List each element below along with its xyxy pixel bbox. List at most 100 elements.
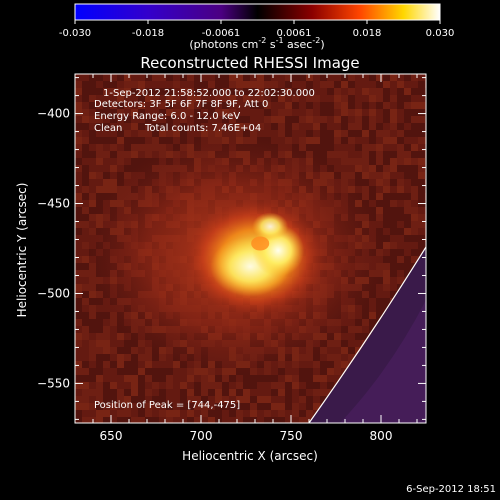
texture-cell [313,144,320,151]
texture-cell [117,123,124,130]
texture-cell [187,396,194,403]
texture-cell [82,410,89,417]
texture-cell [355,109,362,116]
texture-cell [75,333,82,340]
texture-cell [376,186,383,193]
texture-cell [299,375,306,382]
texture-cell [215,102,222,109]
texture-cell [201,382,208,389]
texture-cell [306,130,313,137]
texture-cell [82,403,89,410]
texture-cell [124,88,131,95]
texture-cell [194,368,201,375]
texture-cell [257,389,264,396]
texture-cell [152,361,159,368]
texture-cell [201,375,208,382]
texture-cell [159,396,166,403]
texture-cell [397,165,404,172]
texture-cell [285,137,292,144]
texture-cell [131,144,138,151]
texture-cell [236,375,243,382]
texture-cell [124,361,131,368]
texture-cell [229,116,236,123]
texture-cell [173,396,180,403]
texture-cell [89,214,96,221]
texture-cell [103,403,110,410]
texture-cell [411,214,418,221]
texture-cell [411,165,418,172]
texture-cell [229,382,236,389]
texture-cell [89,172,96,179]
texture-cell [215,403,222,410]
texture-cell [89,361,96,368]
texture-cell [243,403,250,410]
texture-cell [187,375,194,382]
texture-cell [397,270,404,277]
texture-cell [215,116,222,123]
texture-cell [96,410,103,417]
texture-cell [103,354,110,361]
texture-cell [397,74,404,81]
texture-cell [145,417,152,423]
texture-cell [166,403,173,410]
texture-cell [334,375,341,382]
y-tick-label: −550 [37,376,70,390]
texture-cell [271,396,278,403]
texture-cell [299,144,306,151]
texture-cell [362,319,369,326]
texture-cell [215,109,222,116]
texture-cell [327,137,334,144]
texture-cell [103,123,110,130]
texture-cell [152,74,159,81]
texture-cell [313,109,320,116]
texture-cell [110,88,117,95]
texture-cell [117,375,124,382]
texture-cell [208,403,215,410]
texture-cell [173,109,180,116]
texture-cell [152,88,159,95]
texture-cell [236,74,243,81]
texture-cell [355,144,362,151]
texture-cell [257,74,264,81]
texture-cell [299,137,306,144]
texture-cell [89,410,96,417]
texture-cell [96,137,103,144]
texture-cell [110,375,117,382]
texture-cell [96,151,103,158]
texture-cell [103,368,110,375]
texture-cell [152,375,159,382]
texture-cell [180,403,187,410]
texture-cell [376,291,383,298]
texture-cell [369,137,376,144]
texture-cell [243,130,250,137]
texture-cell [215,382,222,389]
texture-cell [320,144,327,151]
detectors-annotation: Detectors: 3F 5F 6F 7F 8F 9F, Att 0 [94,99,268,110]
texture-cell [117,340,124,347]
texture-cell [411,109,418,116]
texture-cell [376,144,383,151]
texture-cell [292,88,299,95]
texture-cell [194,88,201,95]
texture-cell [383,284,390,291]
texture-cell [131,88,138,95]
texture-cell [208,102,215,109]
texture-cell [383,228,390,235]
texture-cell [271,382,278,389]
texture-cell [341,102,348,109]
texture-cell [411,88,418,95]
texture-cell [404,158,411,165]
texture-cell [194,389,201,396]
texture-cell [411,242,418,249]
texture-cell [376,130,383,137]
texture-cell [285,417,292,423]
texture-cell [96,305,103,312]
texture-cell [369,123,376,130]
texture-cell [397,207,404,214]
texture-cell [383,242,390,249]
texture-cell [201,130,208,137]
texture-cell [124,340,131,347]
texture-cell [236,410,243,417]
texture-cell [271,368,278,375]
texture-cell [110,410,117,417]
